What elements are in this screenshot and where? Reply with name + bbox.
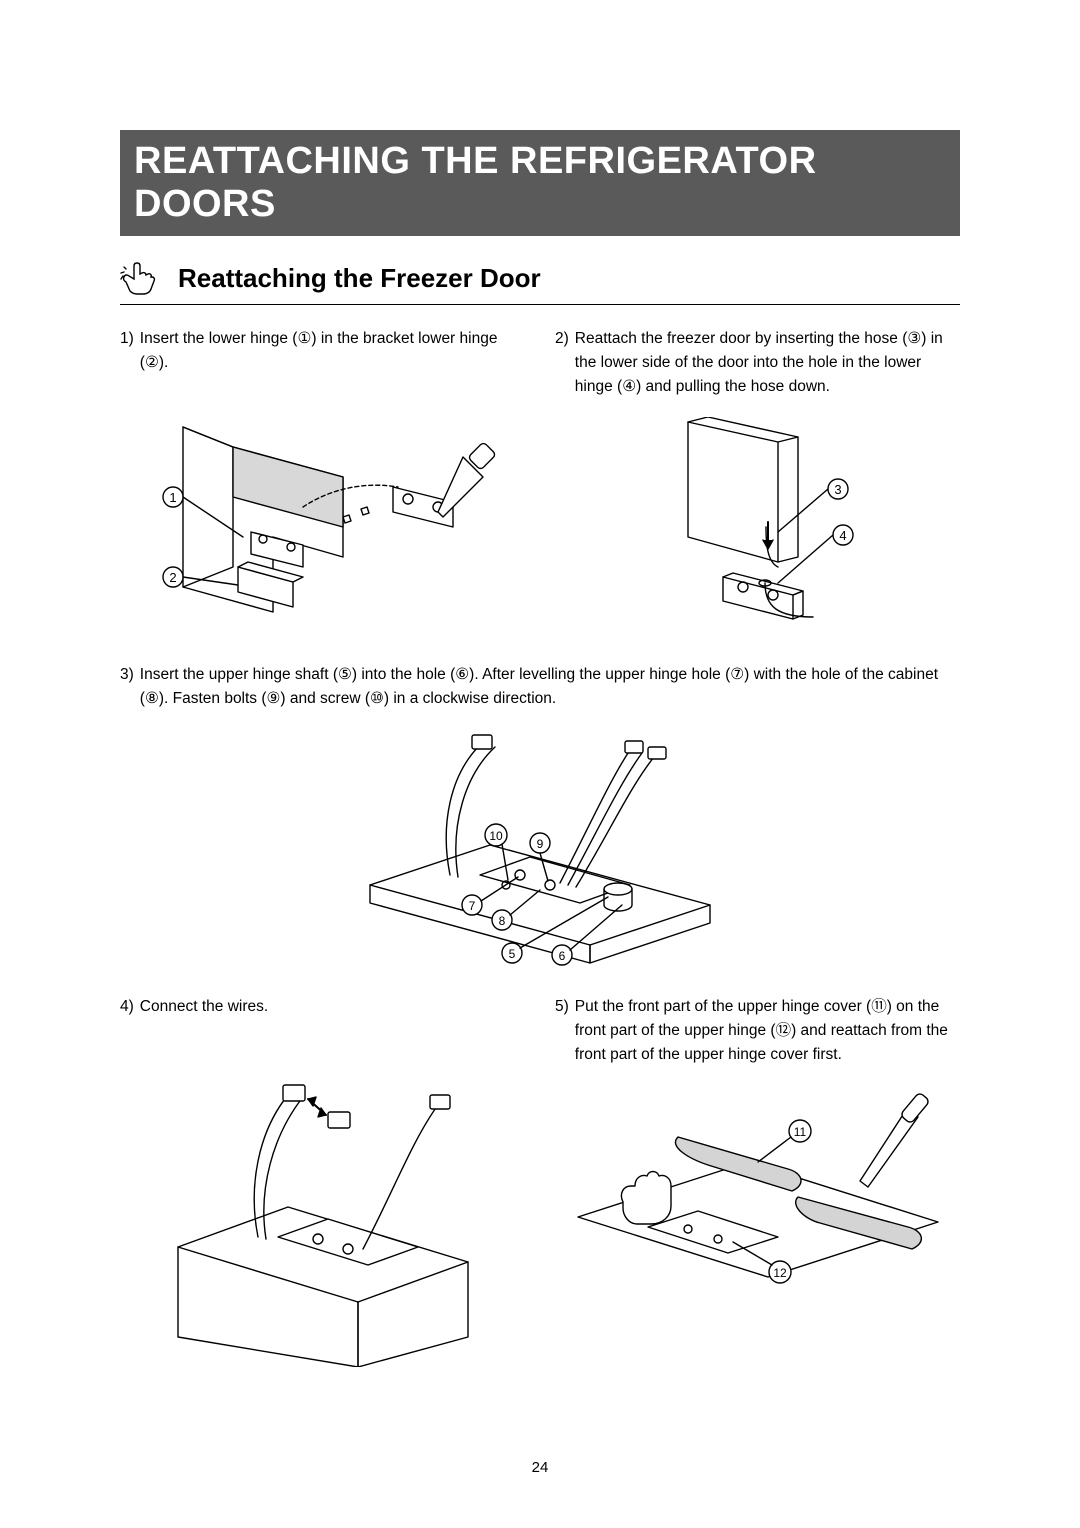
diagram-3-label-9: 9 — [537, 837, 544, 851]
step-3: 3) Insert the upper hinge shaft (⑤) into… — [120, 663, 960, 711]
step-1-number: 1) — [120, 327, 134, 375]
diagram-3-label-5: 5 — [509, 947, 516, 961]
section-heading: Reattaching the Freezer Door — [178, 263, 541, 294]
diagram-2: 3 4 — [555, 417, 960, 637]
diagram-2-label-3: 3 — [834, 482, 841, 497]
step-1-text: Insert the lower hinge (①) in the bracke… — [140, 327, 525, 375]
diagram-3-label-8: 8 — [499, 914, 506, 928]
diagram-5-label-12: 12 — [773, 1266, 787, 1280]
step-2: 2) Reattach the freezer door by insertin… — [555, 327, 960, 399]
diagram-5: 11 12 — [555, 1077, 960, 1307]
diagram-1-label-1: 1 — [169, 490, 176, 505]
step-2-text: Reattach the freezer door by inserting t… — [575, 327, 960, 399]
diagram-1-label-2: 2 — [169, 570, 176, 585]
step-5-text: Put the front part of the upper hinge co… — [575, 995, 960, 1067]
diagram-1: 1 2 — [120, 417, 525, 617]
section-heading-row: Reattaching the Freezer Door — [120, 258, 960, 305]
step-2-number: 2) — [555, 327, 569, 399]
diagram-5-label-11: 11 — [793, 1125, 806, 1139]
step-4: 4) Connect the wires. — [120, 995, 525, 1019]
diagram-3-label-6: 6 — [559, 949, 566, 963]
step-1: 1) Insert the lower hinge (①) in the bra… — [120, 327, 525, 375]
diagram-4 — [120, 1077, 525, 1367]
page-title-banner: REATTACHING THE REFRIGERATOR DOORS — [120, 130, 960, 236]
diagram-3: 10 9 7 8 5 6 — [120, 725, 960, 975]
step-4-text: Connect the wires. — [140, 995, 525, 1019]
page-number: 24 — [0, 1459, 1080, 1476]
diagram-3-label-7: 7 — [469, 899, 476, 913]
step-5: 5) Put the front part of the upper hinge… — [555, 995, 960, 1067]
step-3-number: 3) — [120, 663, 134, 711]
step-3-text: Insert the upper hinge shaft (⑤) into th… — [140, 663, 960, 711]
diagram-3-label-10: 10 — [489, 829, 503, 843]
diagram-2-label-4: 4 — [839, 528, 846, 543]
step-4-number: 4) — [120, 995, 134, 1019]
step-5-number: 5) — [555, 995, 569, 1067]
pointing-hand-icon — [120, 258, 164, 298]
